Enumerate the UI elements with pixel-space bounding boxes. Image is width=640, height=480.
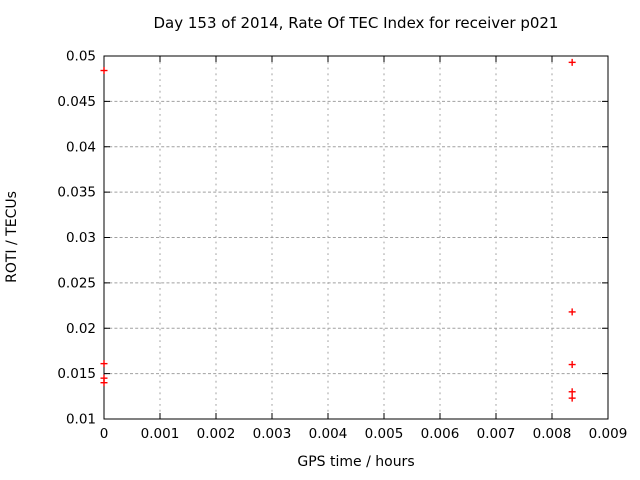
y-tick-label: 0.04 [66, 139, 96, 155]
x-tick-label: 0.003 [253, 426, 292, 442]
y-tick-labels: 0.01 0.015 0.02 0.025 0.03 0.035 0.04 0.045 0.05 [57, 49, 96, 428]
x-tick-label: 0.004 [309, 426, 348, 442]
x-tick-label: 0.009 [589, 426, 628, 442]
x-tick-label: 0.008 [533, 426, 572, 442]
x-tick-label: 0.002 [197, 426, 236, 442]
y-tick-label: 0.05 [66, 49, 96, 65]
y-tick-label: 0.02 [66, 321, 96, 337]
y-tick-label: 0.03 [66, 230, 96, 246]
x-axis-label: GPS time / hours [297, 454, 414, 470]
chart-title: Day 153 of 2014, Rate Of TEC Index for r… [154, 14, 559, 32]
y-tick-label: 0.045 [57, 94, 96, 110]
gridlines [104, 56, 608, 419]
x-tick-label: 0.005 [365, 426, 404, 442]
x-tick-labels: 0 0.001 0.002 0.003 0.004 0.005 0.006 0.007 0.00… [100, 426, 628, 442]
x-tick-label: 0.001 [141, 426, 180, 442]
y-tick-label: 0.025 [57, 275, 96, 291]
y-tick-label: 0.035 [57, 185, 96, 201]
axis-ticks [103, 55, 609, 420]
x-tick-label: 0.006 [421, 426, 460, 442]
y-tick-label: 0.01 [66, 412, 96, 428]
x-tick-label: 0 [100, 426, 109, 442]
data-points [100, 58, 576, 402]
x-tick-label: 0.007 [477, 426, 516, 442]
y-axis-label: ROTI / TECUs [4, 191, 20, 283]
y-tick-label: 0.015 [57, 366, 96, 382]
